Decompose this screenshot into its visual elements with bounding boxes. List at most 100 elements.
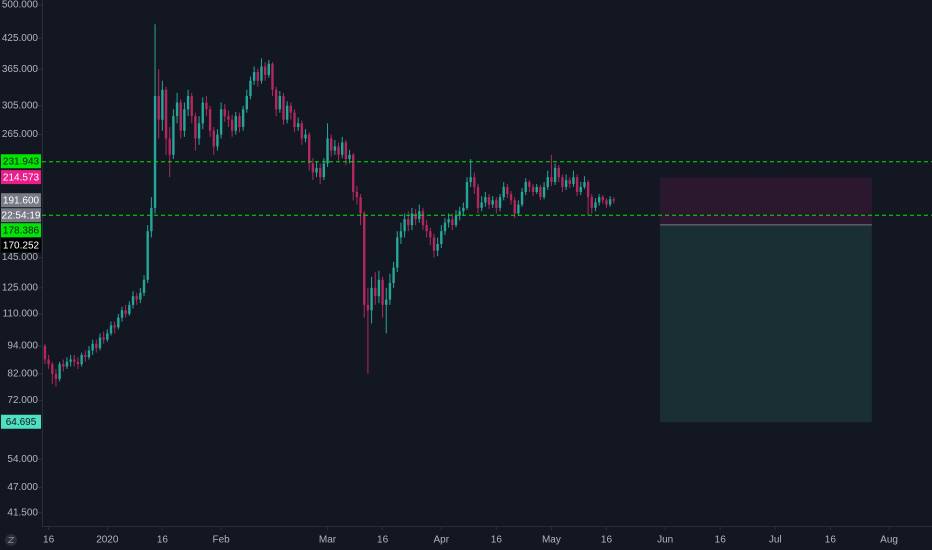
candle-body (54, 373, 58, 379)
price-label-box (1, 154, 41, 169)
candle-body (194, 116, 197, 139)
price-label-box (1, 414, 41, 429)
candle-body (531, 186, 535, 192)
candle-body (322, 163, 326, 178)
candle-body (432, 237, 436, 251)
candle-body (271, 63, 274, 90)
candle-body (462, 207, 465, 212)
candle-body (234, 116, 237, 131)
candle-body (179, 102, 182, 131)
candle-body (370, 287, 373, 311)
candle-body (124, 310, 127, 314)
candle-body (381, 279, 384, 305)
x-tick-label: May (542, 535, 561, 546)
candle-body (65, 361, 69, 367)
candle-body (84, 354, 87, 358)
candle-body (594, 202, 597, 208)
y-tick-label: 145.000 (2, 252, 39, 263)
candle-body (506, 186, 509, 195)
candle-body (528, 182, 531, 187)
candle-body (87, 350, 91, 358)
candle-body (498, 197, 502, 208)
candle-body (407, 219, 410, 226)
candle-body (396, 237, 399, 268)
candle-body (245, 96, 248, 110)
candle-body (410, 213, 414, 226)
y-tick-label: 265.000 (2, 129, 39, 140)
candle-body (43, 346, 47, 360)
candle-body (458, 211, 461, 216)
candle-body (480, 202, 483, 208)
candle-body (289, 105, 293, 113)
candle-body (385, 299, 388, 305)
candle-body (436, 243, 439, 251)
candle-body (429, 231, 432, 238)
candle-body (47, 359, 50, 365)
candle-body (293, 112, 296, 127)
x-tick-label: Jul (769, 535, 782, 546)
candle-body (95, 343, 98, 349)
candle-body (315, 167, 318, 173)
candle-body (267, 63, 271, 75)
candle-body (572, 177, 575, 184)
x-tick-label: Apr (434, 535, 450, 546)
candle-body (597, 197, 601, 203)
candle-body (80, 354, 83, 365)
y-tick-label: 425.000 (2, 33, 39, 44)
candle-body (403, 219, 406, 232)
candle-body (341, 142, 344, 155)
candle-body (113, 325, 116, 328)
candle-body (172, 116, 175, 155)
countdown-text: 22:54:19 (2, 210, 41, 221)
candle-body (443, 222, 447, 232)
logo[interactable] (5, 534, 17, 546)
candle-body (58, 364, 61, 379)
candle-body (546, 177, 549, 187)
candle-body (190, 96, 193, 117)
candle-body (285, 105, 289, 120)
candle-body (421, 211, 425, 226)
candle-body (366, 304, 370, 311)
candle-body (51, 364, 54, 374)
candle-body (256, 72, 260, 81)
candle-body (542, 186, 546, 198)
candle-body (131, 296, 135, 305)
candle-body (388, 283, 392, 300)
candle-body (612, 199, 616, 201)
candle-body (62, 364, 65, 367)
x-tick-label: 16 (491, 535, 503, 546)
y-tick-label: 305.000 (2, 100, 39, 111)
candle-body (238, 116, 241, 127)
candle-body (330, 138, 333, 151)
candle-body (469, 177, 472, 183)
candle-body (168, 138, 171, 155)
candle-body (601, 197, 604, 201)
x-tick-label: 16 (601, 535, 613, 546)
candle-body (502, 186, 505, 198)
price-label-text: 214.573 (3, 172, 40, 183)
candle-body (128, 304, 131, 314)
candle-body (520, 191, 524, 205)
price-label-text: 178.386 (3, 225, 40, 236)
price-label-box (1, 238, 41, 253)
y-tick-label: 54.000 (7, 454, 38, 465)
x-tick-label: 2020 (96, 535, 119, 546)
candle-body (230, 119, 234, 131)
candle-body (608, 199, 612, 205)
candle-body (550, 177, 553, 183)
y-tick-label: 500.000 (2, 0, 39, 11)
y-tick-label: 125.000 (2, 283, 39, 294)
candle-body (153, 96, 157, 208)
candle-body (73, 359, 76, 362)
candle-body (509, 194, 513, 201)
candle-body (447, 219, 450, 223)
candle-body (208, 109, 212, 131)
candle-body (212, 130, 215, 147)
candle-body (344, 142, 348, 160)
price-label-text: 231.943 (3, 156, 40, 167)
candle-body (440, 231, 443, 244)
x-tick-label: 16 (157, 535, 169, 546)
candle-body (98, 337, 102, 349)
y-tick-label: 47.000 (7, 482, 38, 493)
